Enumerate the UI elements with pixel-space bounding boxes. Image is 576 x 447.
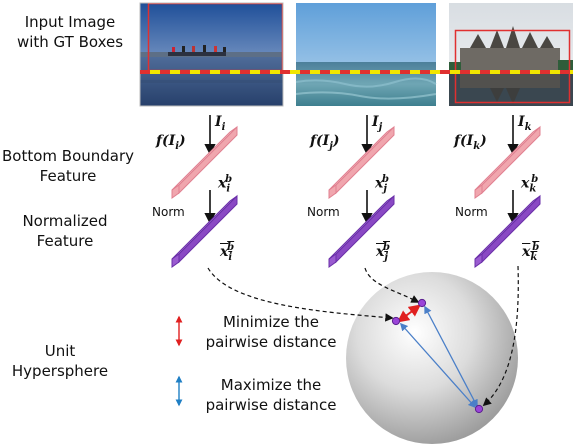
normalized-bar-3 <box>474 194 541 268</box>
normalized-feature-label: Normalized Feature <box>0 211 130 251</box>
feature-bar-1 <box>171 125 238 199</box>
input-symbol-3: Ik <box>518 114 532 133</box>
sphere-point-i <box>391 316 401 326</box>
legend-maximize-line2: pairwise distance <box>205 396 337 414</box>
input-symbol-2: Ij <box>372 114 383 133</box>
normalized-symbol-2: xjb <box>376 242 390 263</box>
legend-minimize-line2: pairwise distance <box>205 333 337 351</box>
feature-bar-3 <box>474 125 541 199</box>
legend-maximize-text: Maximize the pairwise distance <box>196 375 346 415</box>
dashed-arrow-k <box>482 265 519 407</box>
feature-bar-2 <box>328 125 395 199</box>
legend-maximize-line1: Maximize the <box>220 376 322 394</box>
feature-symbol-3: xkb <box>521 174 539 195</box>
bottom-boundary-label-line2: Feature <box>39 167 97 185</box>
normalized-bar-1 <box>171 194 238 268</box>
norm-label-1: Norm <box>152 205 185 219</box>
norm-label-2: Norm <box>307 205 340 219</box>
maximize-arrow-i-k <box>399 322 477 409</box>
bottom-boundary-label-line1: Bottom Boundary <box>1 147 135 165</box>
legend-minimize-text: Minimize the pairwise distance <box>196 312 346 352</box>
normalized-feature-label-line2: Feature <box>36 232 94 250</box>
unit-hypersphere-label-line1: Unit <box>44 342 76 360</box>
normalized-bar-2 <box>328 194 395 268</box>
normalized-symbol-3: xkb <box>522 242 540 263</box>
function-label-3: f(Ik) <box>454 133 487 152</box>
input-image-label-line2: with GT Boxes <box>16 33 124 51</box>
legend-minimize-line1: Minimize the <box>222 313 320 331</box>
dashed-arrow-i <box>207 267 394 322</box>
function-label-2: f(Ij) <box>310 133 340 152</box>
input-image-boats <box>140 2 284 106</box>
minimize-arrow-i-j <box>397 304 421 323</box>
input-image-sea <box>295 3 437 106</box>
input-image-label: Input Image with GT Boxes <box>0 12 140 52</box>
feature-symbol-1: xib <box>218 174 233 195</box>
function-label-1: f(Ii) <box>156 133 186 152</box>
input-symbol-1: Ii <box>215 114 226 133</box>
norm-label-3: Norm <box>455 205 488 219</box>
normalized-symbol-1: xib <box>220 242 235 263</box>
unit-hypersphere-label-line2: Hypersphere <box>11 362 109 380</box>
sphere-point-j <box>417 298 427 308</box>
unit-hypersphere-label: Unit Hypersphere <box>0 341 120 381</box>
feature-symbol-2: xjb <box>375 174 389 195</box>
bottom-boundary-label: Bottom Boundary Feature <box>0 146 136 186</box>
normalized-feature-label-line1: Normalized <box>22 212 108 230</box>
sphere-point-k <box>474 404 484 414</box>
input-image-label-line1: Input Image <box>24 13 116 31</box>
input-image-castle <box>449 3 573 106</box>
dashed-arrow-j <box>364 267 420 303</box>
